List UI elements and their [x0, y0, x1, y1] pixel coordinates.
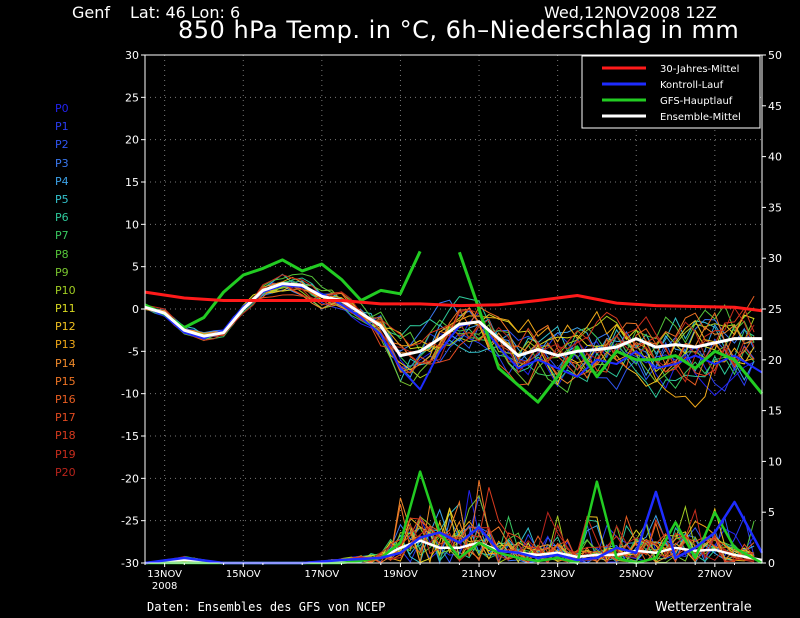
- right-tick-label: 40: [768, 151, 782, 164]
- member-label: P14: [55, 356, 76, 370]
- member-label: P12: [55, 320, 76, 334]
- axes: 302520151050-5-10-15-20-25-3050454035302…: [121, 49, 782, 592]
- coords-label: Lat: 46 Lon: 6: [130, 3, 241, 22]
- legend-label: GFS-Hauptlauf: [660, 96, 733, 107]
- left-tick-label: -15: [121, 430, 139, 443]
- member-label: P6: [55, 211, 69, 225]
- member-label: P18: [55, 429, 76, 443]
- left-tick-label: -10: [121, 388, 139, 401]
- left-tick-label: -5: [128, 345, 139, 358]
- member-label: P15: [55, 374, 76, 388]
- right-tick-label: 5: [768, 506, 775, 519]
- member-label: P17: [55, 411, 76, 425]
- member-label: P10: [55, 283, 76, 297]
- grid: [145, 55, 762, 563]
- right-tick-label: 20: [768, 354, 782, 367]
- x-tick-label: 21NOV: [462, 569, 497, 580]
- member-label: P13: [55, 338, 76, 352]
- x-tick-label: 19NOV: [383, 569, 418, 580]
- x-tick-label: 25NOV: [619, 569, 654, 580]
- right-tick-label: 30: [768, 252, 782, 265]
- left-tick-label: 15: [125, 176, 139, 189]
- legend-label: Ensemble-Mittel: [660, 112, 741, 123]
- left-tick-label: -25: [121, 515, 139, 528]
- left-tick-label: -30: [121, 557, 139, 570]
- member-label: P11: [55, 302, 76, 316]
- member-label: P8: [55, 247, 69, 261]
- main-series: [144, 250, 764, 565]
- right-tick-label: 15: [768, 405, 782, 418]
- left-tick-label: 10: [125, 218, 139, 231]
- member-label: P7: [55, 229, 69, 243]
- right-tick-label: 25: [768, 303, 782, 316]
- member-label: P16: [55, 393, 76, 406]
- x-tick-label: 15NOV: [226, 569, 261, 580]
- left-tick-label: 20: [125, 134, 139, 147]
- right-tick-label: 50: [768, 49, 782, 62]
- x-tick-label: 17NOV: [304, 569, 339, 580]
- left-tick-label: 25: [125, 91, 139, 104]
- right-tick-label: 0: [768, 557, 775, 570]
- member-label: P9: [55, 265, 69, 279]
- legend-label: Kontroll-Lauf: [660, 80, 724, 91]
- x-tick-label: 23NOV: [540, 569, 575, 580]
- member-legend: P0 P1 P2 P3 P4 P5 P6 P7 P8 P9 P10 P11 P12 P13 P14 P15 P1…: [55, 100, 76, 482]
- plot-frame: [144, 54, 763, 564]
- left-tick-label: -20: [121, 472, 139, 485]
- member-label: P2: [55, 138, 69, 152]
- member-label: P5: [55, 192, 69, 206]
- x-tick-label: 13NOV: [147, 569, 182, 580]
- right-tick-label: 45: [768, 100, 782, 113]
- brand-label: Wetterzentrale: [655, 600, 752, 615]
- right-tick-label: 35: [768, 201, 782, 214]
- member-temp-line: [144, 281, 755, 376]
- location-label: Genf: [72, 3, 111, 22]
- left-tick-label: 30: [125, 49, 139, 62]
- x-tick-sublabel: 2008: [152, 581, 177, 592]
- chart-title: 850 hPa Temp. in °C, 6h–Niederschlag in …: [178, 16, 740, 44]
- left-tick-label: 5: [132, 261, 139, 274]
- left-tick-label: 0: [132, 303, 139, 316]
- member-label: P4: [55, 174, 69, 188]
- member-label: P0: [55, 102, 69, 115]
- temp-line-gfs-hauptlauf: [457, 251, 764, 404]
- member-label: P1: [55, 120, 69, 134]
- run-label: Wed,12NOV2008 12Z: [544, 3, 717, 22]
- temp-line-ensemble-mittel: [144, 282, 762, 358]
- temp-line-gfs-hauptlauf: [144, 250, 422, 330]
- legend-label: 30-Jahres-Mittel: [660, 64, 739, 75]
- data-source: Daten: Ensembles des GFS von NCEP: [147, 600, 386, 614]
- right-tick-label: 10: [768, 455, 782, 468]
- temp-line-30-jahres-mittel: [144, 290, 763, 313]
- member-label: P20: [55, 465, 76, 479]
- member-label: P19: [55, 447, 76, 461]
- member-temp-line: [144, 280, 755, 390]
- x-tick-label: 27NOV: [697, 569, 732, 580]
- series-legend: 30-Jahres-Mittel Kontroll-Lauf GFS-Hauptla…: [581, 55, 761, 129]
- member-label: P3: [55, 156, 69, 170]
